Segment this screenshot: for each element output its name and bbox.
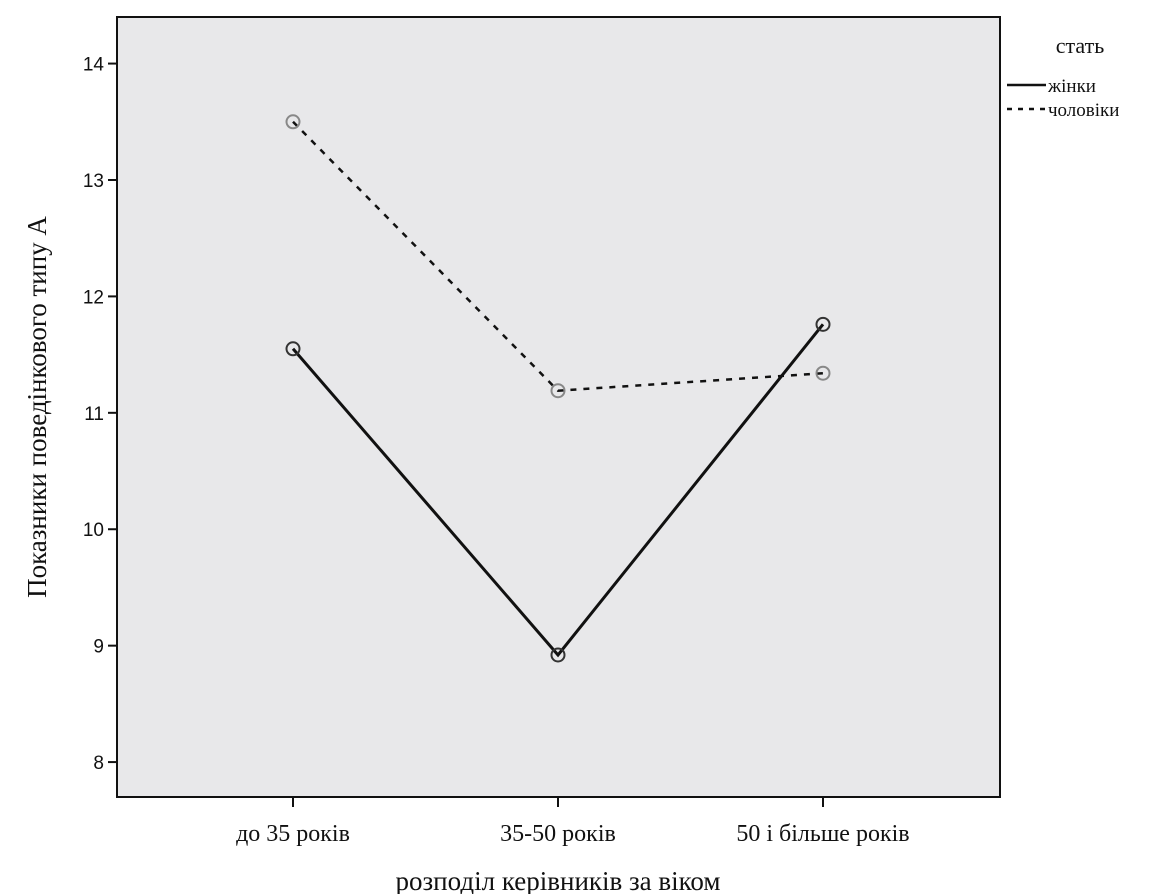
x-tick-label: 35-50 років [500, 821, 616, 847]
data-point [815, 365, 831, 381]
series-layer [285, 114, 831, 663]
legend: стать жінки чоловіки [1007, 33, 1119, 121]
legend-title: стать [1056, 33, 1105, 58]
y-tick-label: 11 [84, 404, 104, 425]
series-line-zhinky [291, 323, 825, 658]
y-axis: 8 9 10 11 12 13 14 [83, 55, 117, 774]
y-tick-label: 10 [83, 520, 104, 541]
y-axis-title: Показники поведінкового типу А [22, 216, 52, 598]
y-tick-label: 8 [93, 753, 104, 774]
legend-label-cholovik: чоловіки [1048, 100, 1119, 121]
data-point [550, 383, 566, 399]
x-axis-title: розподіл керівників за віком [396, 866, 721, 894]
data-point [285, 114, 301, 130]
plot-area [116, 16, 1001, 798]
y-tick-label: 9 [93, 637, 104, 658]
y-tick-label: 13 [83, 171, 104, 192]
x-axis: до 35 років 35-50 років 50 і більше років [236, 797, 910, 847]
series-line-cholovik [292, 120, 824, 392]
x-tick-label: 50 і більше років [736, 821, 909, 847]
y-tick-label: 12 [83, 287, 104, 308]
x-tick-label: до 35 років [236, 821, 350, 847]
data-point [550, 647, 566, 663]
data-point [285, 341, 301, 357]
y-tick-label: 14 [83, 55, 105, 76]
data-point [815, 316, 831, 332]
legend-label-zhinky: жінки [1047, 76, 1096, 97]
